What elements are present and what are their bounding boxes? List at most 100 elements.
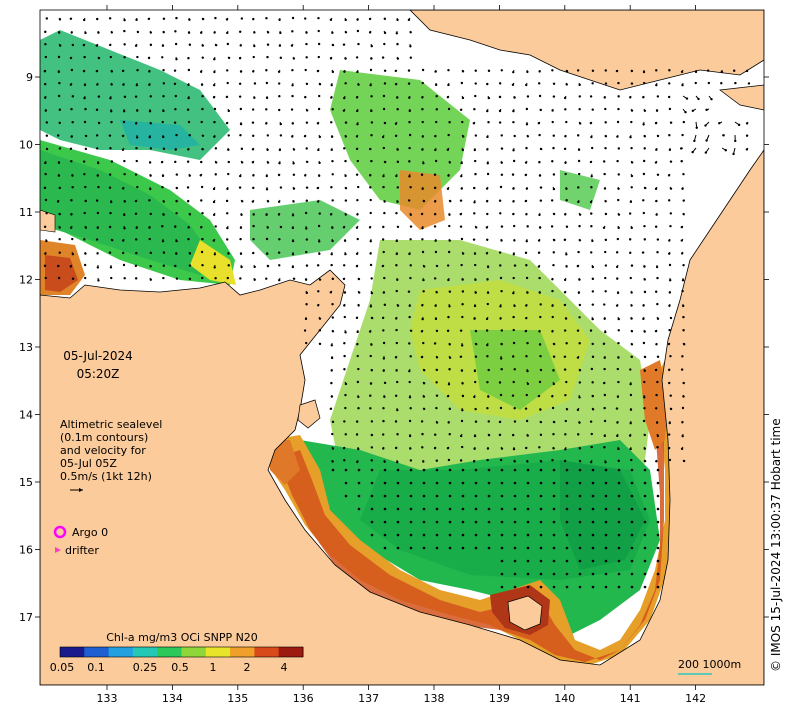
velocity-arrowhead <box>524 407 528 410</box>
velocity-arrowhead <box>110 276 113 280</box>
velocity-arrowhead <box>381 238 385 241</box>
velocity-arrowhead <box>617 585 621 589</box>
velocity-arrowhead <box>370 316 374 320</box>
velocity-arrowhead <box>409 186 412 189</box>
velocity-arrowhead <box>565 481 569 485</box>
velocity-arrowhead <box>277 173 281 177</box>
velocity-arrowhead <box>45 134 49 137</box>
velocity-arrowhead <box>396 520 400 524</box>
velocity-arrowhead <box>188 18 191 21</box>
velocity-arrowhead <box>149 212 153 216</box>
velocity-arrowhead <box>95 44 99 47</box>
velocity-arrowhead <box>448 305 451 308</box>
velocity-arrowhead <box>565 546 569 550</box>
velocity-arrowhead <box>617 187 620 190</box>
velocity-arrowhead <box>369 240 372 243</box>
velocity-arrowhead <box>485 200 489 203</box>
velocity-arrowhead <box>720 70 724 74</box>
velocity-arrowhead <box>175 173 179 176</box>
velocity-arrowhead <box>617 546 621 550</box>
velocity-arrowhead <box>578 122 582 125</box>
velocity-arrowhead <box>487 96 491 100</box>
velocity-arrowhead <box>656 238 660 241</box>
velocity-arrowhead <box>330 83 333 87</box>
velocity-arrowhead <box>539 315 542 319</box>
velocity-arrowhead <box>201 148 204 151</box>
velocity-arrowhead <box>433 277 437 280</box>
velocity-arrowhead <box>266 200 270 203</box>
velocity-arrowhead <box>460 344 464 347</box>
velocity-arrowhead <box>292 162 295 165</box>
velocity-arrowhead <box>344 82 347 85</box>
velocity-arrowhead <box>472 122 476 125</box>
velocity-arrowhead <box>498 199 502 202</box>
velocity-arrowhead <box>71 277 75 280</box>
velocity-arrowhead <box>486 278 489 281</box>
velocity-arrowhead <box>382 406 385 410</box>
velocity-arrowhead <box>200 31 203 34</box>
velocity-arrowhead <box>383 381 387 385</box>
velocity-arrowhead <box>474 494 478 498</box>
velocity-arrowhead <box>239 122 243 126</box>
velocity-arrowhead <box>240 213 243 216</box>
velocity-arrowhead <box>513 460 516 463</box>
velocity-arrowhead <box>682 315 685 319</box>
velocity-arrowhead <box>187 226 190 229</box>
velocity-arrowhead <box>305 199 309 202</box>
velocity-arrowhead <box>135 83 139 87</box>
velocity-arrowhead <box>655 393 658 397</box>
velocity-arrowhead <box>565 199 568 202</box>
velocity-arrowhead <box>95 108 99 111</box>
velocity-arrowhead <box>331 277 335 281</box>
velocity-arrowhead <box>383 211 386 215</box>
velocity-arrowhead <box>123 277 126 280</box>
velocity-arrowhead <box>70 107 73 111</box>
velocity-arrowhead <box>421 68 425 72</box>
velocity-arrowhead <box>526 546 530 550</box>
velocity-arrowhead <box>407 18 411 22</box>
velocity-arrowhead <box>655 83 658 87</box>
velocity-arrowhead <box>654 225 658 228</box>
velocity-arrowhead <box>355 135 359 138</box>
velocity-arrowhead <box>681 133 684 137</box>
velocity-arrowhead <box>617 507 621 511</box>
velocity-arrowhead <box>318 240 321 243</box>
velocity-arrowhead <box>395 328 398 332</box>
velocity-arrowhead <box>552 212 556 216</box>
velocity-arrowhead <box>422 278 425 282</box>
velocity-arrowhead <box>278 18 281 22</box>
velocity-arrowhead <box>500 447 504 450</box>
velocity-arrowhead <box>565 494 569 498</box>
velocity-arrowhead <box>461 315 464 319</box>
velocity-arrowhead <box>422 382 426 385</box>
velocity-arrowhead <box>71 121 74 124</box>
velocity-arrowhead <box>175 58 178 61</box>
velocity-arrowhead <box>227 109 230 113</box>
velocity-arrowhead <box>590 212 593 215</box>
velocity-arrowhead <box>435 481 439 485</box>
velocity-arrowhead <box>447 68 450 72</box>
velocity-arrowhead <box>512 149 515 152</box>
velocity-arrowhead <box>537 394 541 398</box>
velocity-arrowhead <box>630 264 634 267</box>
velocity-arrowhead <box>604 276 607 280</box>
colorbar-tick-label: 0.05 <box>50 661 75 674</box>
velocity-arrowhead <box>343 420 346 423</box>
velocity-arrowhead <box>604 135 608 138</box>
velocity-arrowhead <box>565 187 568 190</box>
velocity-arrowhead <box>421 108 424 111</box>
velocity-arrowhead <box>642 96 645 99</box>
velocity-arrowhead <box>420 355 424 359</box>
velocity-arrowhead <box>382 447 385 450</box>
velocity-arrowhead <box>680 70 684 74</box>
velocity-arrowhead <box>538 226 542 229</box>
velocity-arrowhead <box>252 17 255 21</box>
velocity-arrowhead <box>526 494 530 498</box>
velocity-arrowhead <box>239 277 242 280</box>
velocity-arrowhead <box>370 109 373 113</box>
velocity-arrowhead <box>512 276 515 280</box>
velocity-arrowhead <box>695 126 698 129</box>
velocity-arrowhead <box>422 533 426 537</box>
velocity-arrowhead <box>578 468 582 472</box>
velocity-arrowhead <box>408 419 412 423</box>
